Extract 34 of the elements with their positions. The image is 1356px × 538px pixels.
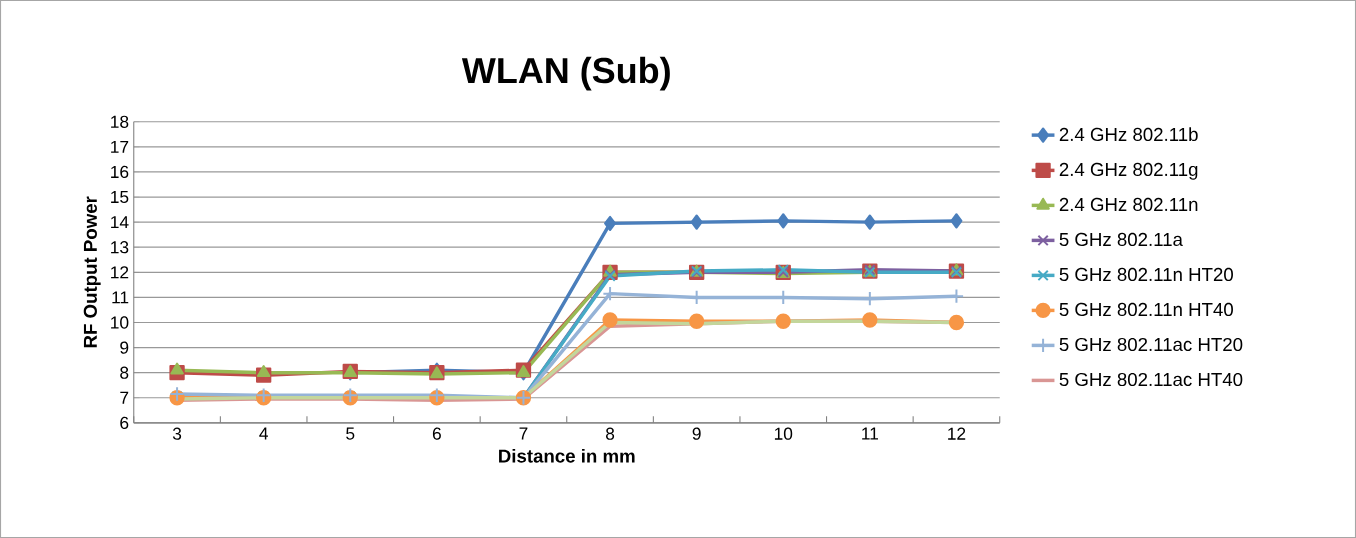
legend-label: 2.4 GHz 802.11g: [1059, 162, 1198, 180]
y-tick-label: 14: [111, 216, 129, 229]
x-tick-label: 4: [259, 427, 268, 440]
y-tick-label: 16: [111, 165, 129, 179]
legend-label: 5 GHz 802.11ac HT20: [1059, 337, 1243, 352]
legend-label: 5 GHz 802.11n HT20: [1059, 267, 1233, 282]
y-tick-label: 10: [111, 316, 129, 329]
y-tick-label: 9: [120, 341, 129, 354]
legend-label: 5 GHz 802.11a: [1059, 232, 1183, 247]
x-tick-label: 5: [346, 427, 355, 440]
legend-label: 5 GHz 802.11n HT40: [1059, 302, 1233, 317]
y-axis-title: RF Output Power: [83, 196, 101, 348]
x-tick-label: 9: [692, 427, 701, 440]
x-axis-title: Distance in mm: [499, 448, 635, 463]
y-tick-label: 7: [120, 391, 129, 404]
y-tick-label: 13: [111, 241, 129, 254]
x-tick-label: 11: [862, 427, 878, 440]
legend-label: 5 GHz 802.11ac HT40: [1059, 372, 1243, 387]
y-tick-label: 6: [120, 416, 129, 430]
x-tick-label: 7: [519, 427, 528, 440]
x-tick-label: 12: [948, 427, 966, 440]
chart-title: WLAN (Sub): [461, 56, 670, 91]
legend-label: 2.4 GHz 802.11b: [1059, 127, 1198, 142]
x-tick-label: 6: [432, 427, 441, 440]
y-tick-label: 12: [111, 266, 129, 279]
y-tick-label: 18: [111, 115, 129, 128]
x-tick-label: 10: [774, 427, 793, 440]
y-tick-label: 15: [111, 191, 129, 204]
y-tick-label: 11: [112, 291, 129, 304]
legend-label: 2.4 GHz 802.11n: [1059, 197, 1198, 212]
x-tick-label: 3: [172, 427, 182, 440]
y-tick-label: 17: [111, 140, 129, 153]
x-tick-label: 8: [605, 427, 615, 440]
y-tick-label: 8: [120, 366, 129, 379]
